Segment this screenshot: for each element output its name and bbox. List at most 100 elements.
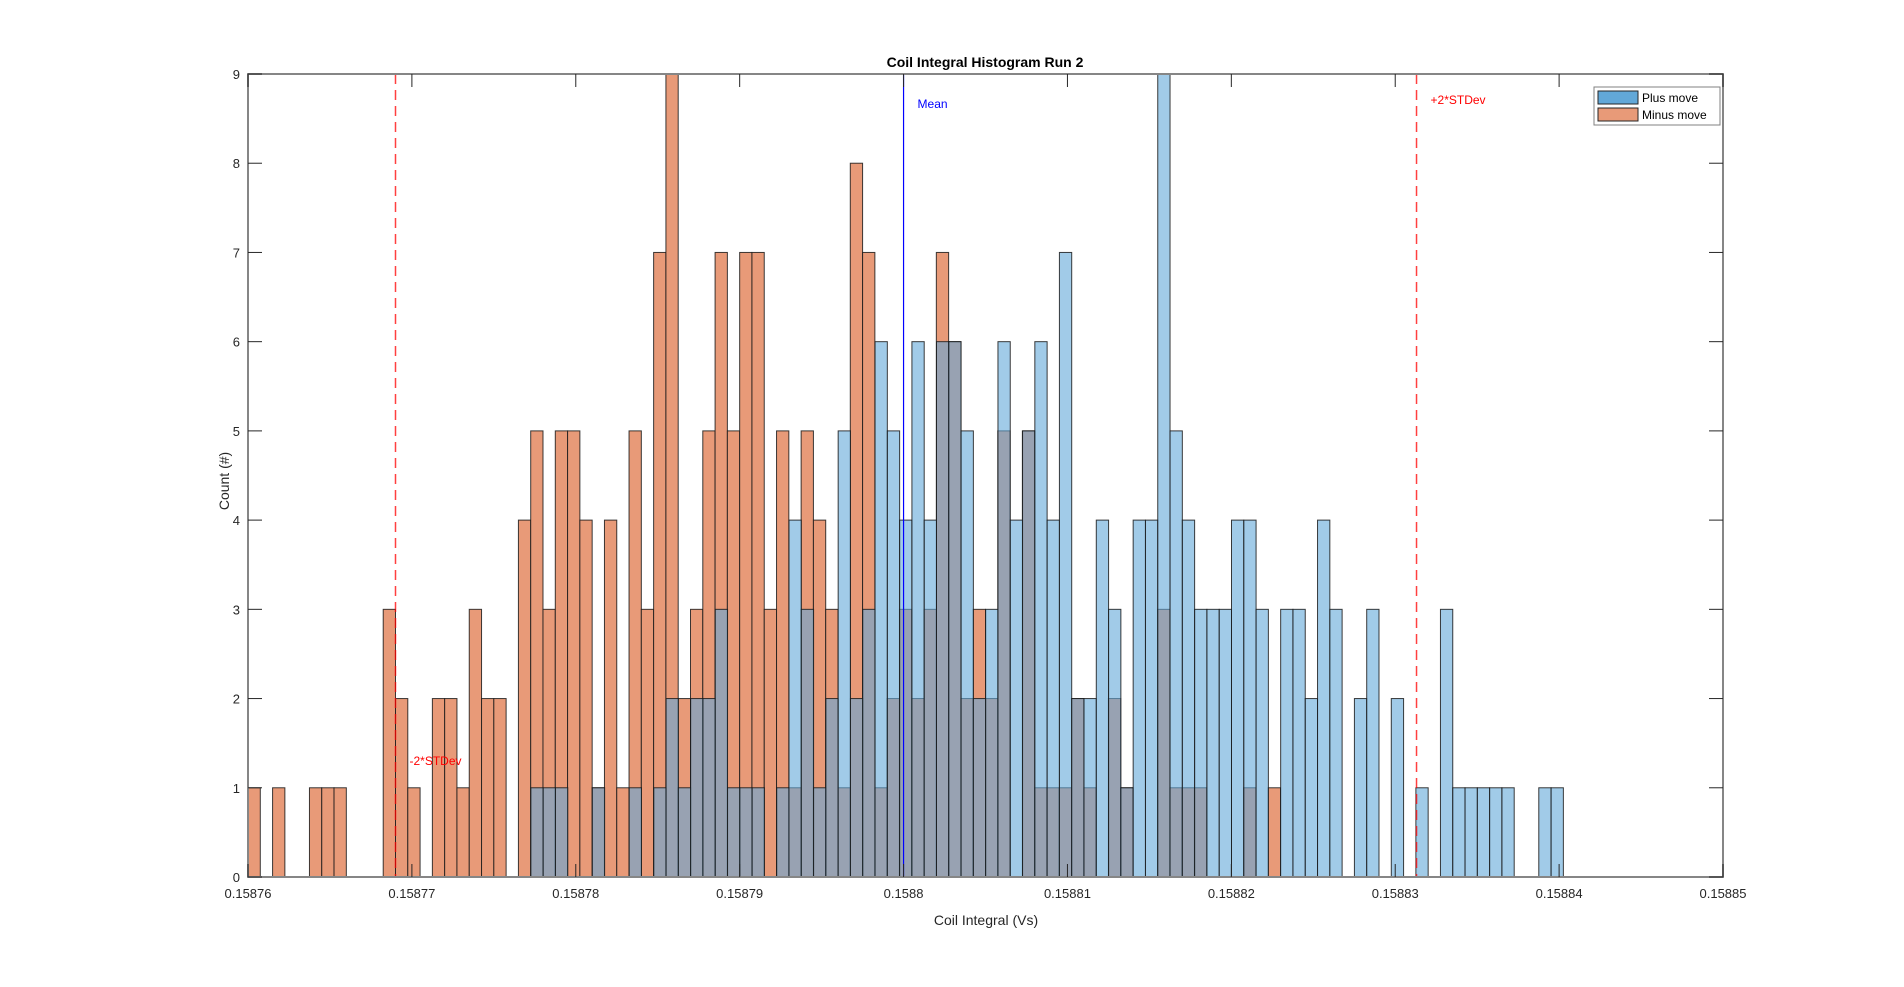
plus-move-bar — [1194, 608, 1208, 878]
y-tick-label: 2 — [233, 692, 240, 707]
plus-move-bar — [665, 698, 679, 878]
y-axis-label: Count (#) — [216, 452, 232, 510]
plus-move-bar — [1452, 787, 1466, 878]
plus-move-bar — [911, 341, 925, 878]
plus-move-bar — [1218, 608, 1232, 878]
minus-move-bar — [653, 251, 667, 878]
minus-move-bar — [739, 251, 753, 878]
plus-move-bar — [1046, 519, 1060, 878]
plus-move-bar — [1157, 73, 1171, 878]
minus-move-bar — [456, 787, 470, 878]
x-tick-label: 0.15882 — [1208, 886, 1255, 901]
plus-move-bar — [972, 698, 987, 878]
plus-move-bar — [739, 787, 753, 878]
minus-move-bar — [481, 698, 495, 878]
reference-label-stdev: -2*STDev — [410, 754, 462, 768]
y-tick-label: 7 — [233, 245, 240, 260]
minus-move-bar — [493, 698, 507, 878]
plus-move-bar — [862, 608, 876, 878]
plus-move-bar — [776, 787, 790, 878]
plus-move-bar — [1071, 698, 1085, 878]
minus-move-bar — [407, 787, 421, 878]
plus-move-bars — [530, 73, 1564, 878]
plus-move-bar — [1439, 608, 1454, 878]
plus-move-bar — [886, 430, 901, 878]
plus-move-bar — [1108, 608, 1122, 878]
plus-move-bar — [874, 341, 888, 878]
x-tick-label: 0.15883 — [1372, 886, 1419, 901]
minus-move-bar — [579, 519, 593, 878]
plus-move-bar — [530, 787, 544, 878]
minus-move-bar — [444, 698, 458, 878]
y-tick-label: 9 — [233, 67, 240, 82]
plus-move-bar — [825, 698, 839, 878]
minus-move-bar — [333, 787, 347, 878]
plus-move-bar — [1243, 519, 1257, 878]
minus-move-bar — [751, 251, 765, 878]
minus-move-bar — [468, 608, 483, 878]
plus-move-bar — [923, 519, 937, 878]
plus-move-bar — [1366, 608, 1380, 878]
plus-move-bar — [1181, 519, 1196, 878]
plus-move-bar — [1353, 698, 1368, 878]
x-tick-label: 0.15884 — [1536, 886, 1583, 901]
minus-move-bar — [640, 608, 655, 878]
plus-move-bar — [849, 698, 864, 878]
plus-move-bar — [1390, 698, 1405, 878]
plus-move-bar — [1464, 787, 1478, 878]
plus-move-bar — [1538, 787, 1552, 878]
plus-move-bar — [813, 787, 827, 878]
x-tick-label: 0.15877 — [388, 886, 435, 901]
plus-move-bar — [1255, 608, 1269, 878]
axes-box — [247, 73, 1724, 878]
plus-move-bar — [1009, 519, 1024, 878]
plus-move-bar — [591, 787, 606, 878]
plus-move-bar — [1292, 608, 1306, 878]
plus-move-bar — [1169, 430, 1183, 878]
plus-move-bar — [542, 787, 556, 878]
y-axis-ticks: 0 1 2 3 4 5 6 7 8 9 — [233, 67, 1723, 885]
minus-move-bar — [272, 787, 286, 878]
plus-move-bar — [751, 787, 765, 878]
plus-move-bar — [948, 341, 962, 878]
minus-move-bar — [431, 698, 446, 878]
plus-move-bar — [935, 341, 950, 878]
reference-label-mean: Mean — [918, 97, 948, 111]
plus-move-bar — [1280, 608, 1294, 878]
plus-move-bar — [1083, 698, 1097, 878]
plus-move-bar — [1317, 519, 1331, 878]
plus-move-bar — [1058, 251, 1073, 878]
plus-move-bar — [985, 608, 999, 878]
plus-move-bar — [690, 698, 704, 878]
plus-move-bar — [1304, 698, 1319, 878]
y-tick-label: 4 — [233, 513, 240, 528]
reference-lines: Mean -2*STDev +2*STDev — [394, 74, 1486, 877]
plus-move-bar — [788, 519, 802, 878]
minus-move-bar — [308, 787, 323, 878]
y-tick-label: 6 — [233, 335, 240, 350]
plus-move-bar — [1132, 519, 1146, 878]
reference-label-stdev: +2*STDev — [1431, 93, 1486, 107]
plus-move-bar — [960, 430, 974, 878]
x-tick-label: 0.15881 — [1044, 886, 1091, 901]
minus-move-bar — [247, 787, 261, 878]
plus-move-bar — [714, 608, 729, 878]
minus-move-bar — [382, 608, 397, 878]
plus-move-bar — [997, 341, 1011, 878]
plus-move-bar — [1489, 787, 1503, 878]
minus-move-bar — [763, 608, 778, 878]
legend-swatch-minus-move — [1597, 107, 1639, 122]
x-axis-label: Coil Integral (Vs) — [934, 912, 1038, 928]
plus-move-bar — [837, 430, 851, 878]
plus-move-bar — [1415, 787, 1429, 878]
plus-move-bar — [628, 787, 642, 878]
x-tick-label: 0.15885 — [1700, 886, 1747, 901]
x-tick-label: 0.15879 — [716, 886, 763, 901]
minus-move-bar — [1267, 787, 1282, 878]
x-axis-ticks: 0.15876 0.15877 0.15878 0.15879 0.1588 0.1588… — [225, 74, 1747, 901]
plus-move-bar — [1476, 787, 1491, 878]
legend-label-minus-move: Minus move — [1642, 108, 1707, 122]
plus-move-bar — [1230, 519, 1245, 878]
plus-move-bar — [702, 698, 716, 878]
